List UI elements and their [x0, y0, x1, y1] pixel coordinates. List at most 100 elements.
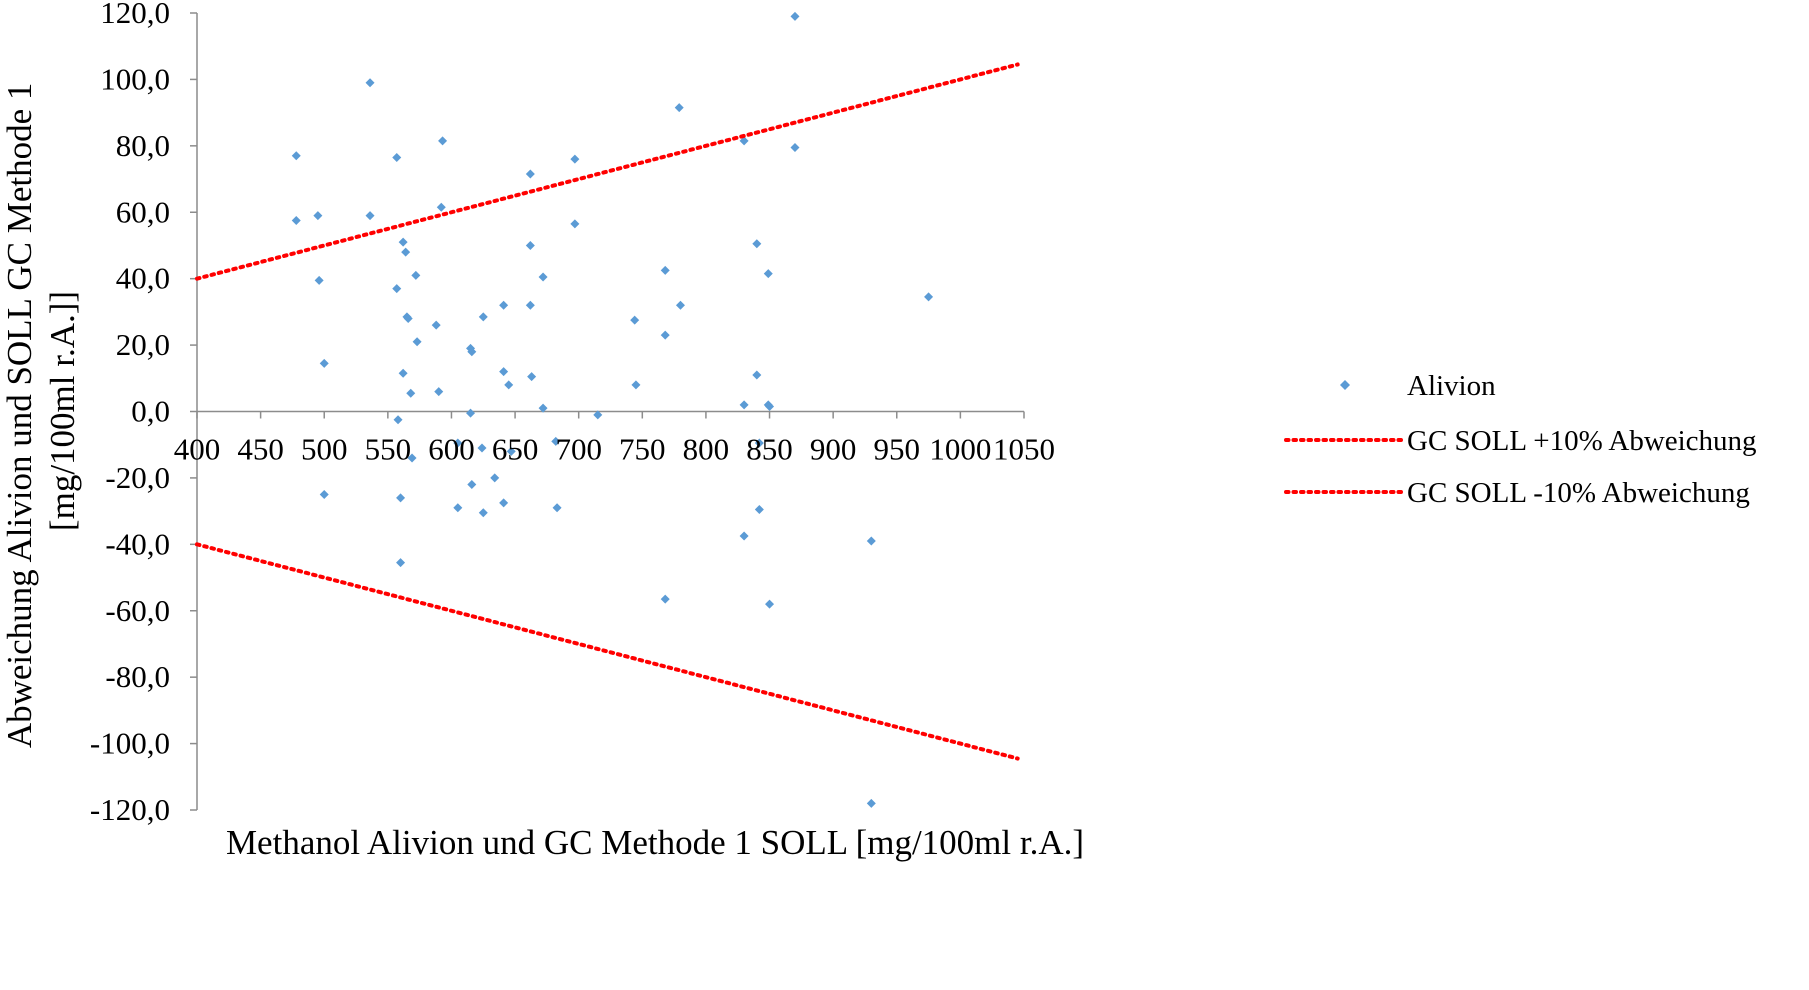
- data-point: [314, 275, 324, 285]
- data-point: [403, 314, 413, 324]
- data-point: [924, 292, 934, 302]
- data-point: [466, 408, 476, 418]
- x-tick-label: 1050: [993, 432, 1055, 467]
- data-point: [763, 269, 773, 279]
- y-axis-title: Abweichung Alivion und SOLL GC Methode 1…: [0, 74, 82, 748]
- x-axis-title: Methanol Alivion und GC Methode 1 SOLL […: [226, 823, 1084, 862]
- data-point: [467, 347, 477, 357]
- data-point: [570, 154, 580, 164]
- data-point: [790, 142, 800, 152]
- data-point: [504, 380, 514, 390]
- data-point: [631, 380, 641, 390]
- data-point: [752, 370, 762, 380]
- x-tick-label: 1000: [929, 432, 991, 467]
- data-point: [438, 136, 448, 146]
- x-tick-label: 700: [555, 432, 602, 467]
- data-point: [436, 202, 446, 212]
- data-point: [593, 410, 603, 420]
- data-point: [398, 237, 408, 247]
- data-point: [754, 438, 764, 448]
- legend-swatch-diamond: [1340, 380, 1350, 390]
- x-tick-label: 800: [683, 432, 730, 467]
- data-point: [412, 337, 422, 347]
- data-point: [754, 504, 764, 514]
- data-point: [660, 265, 670, 275]
- data-point: [411, 270, 421, 280]
- x-tick-label: 450: [237, 432, 284, 467]
- series-layer: [195, 11, 1020, 808]
- data-point: [525, 300, 535, 310]
- x-tick-label: 550: [365, 432, 412, 467]
- data-point: [365, 211, 375, 221]
- data-point: [453, 438, 463, 448]
- data-point: [291, 216, 301, 226]
- data-point: [765, 599, 775, 609]
- data-point: [407, 453, 417, 463]
- data-point: [499, 498, 509, 508]
- y-tick-label: -60,0: [105, 593, 170, 628]
- y-tick-label: -20,0: [105, 460, 170, 495]
- x-tick-label: 850: [746, 432, 793, 467]
- data-point: [499, 367, 509, 377]
- x-tick-label: 400: [174, 432, 221, 467]
- y-tick-label: 120,0: [100, 0, 170, 30]
- data-point: [396, 558, 406, 568]
- data-point: [866, 798, 876, 808]
- series-line-1: [195, 62, 1020, 281]
- data-point: [319, 358, 329, 368]
- data-point: [319, 490, 329, 500]
- data-point: [660, 330, 670, 340]
- data-point: [866, 536, 876, 546]
- data-point: [392, 152, 402, 162]
- data-point: [478, 508, 488, 518]
- data-point: [570, 219, 580, 229]
- data-point: [551, 436, 561, 446]
- data-point: [401, 247, 411, 257]
- legend-label: GC SOLL +10% Abweichung: [1407, 425, 1757, 457]
- y-tick-label: 60,0: [116, 194, 170, 229]
- data-point: [499, 300, 509, 310]
- data-point: [467, 480, 477, 490]
- tick-labels: 120,0 100,0 80,0 60,0 40,0 20,0 0,0 -20,0 -40,0 -…: [90, 0, 1055, 827]
- y-tick-label: 40,0: [116, 261, 170, 296]
- data-point: [453, 503, 463, 513]
- data-point: [525, 240, 535, 250]
- data-point: [431, 320, 441, 330]
- data-point: [739, 400, 749, 410]
- data-point: [752, 239, 762, 249]
- legend-label: GC SOLL -10% Abweichung: [1407, 477, 1750, 509]
- data-point: [398, 368, 408, 378]
- x-tick-label: 900: [810, 432, 857, 467]
- data-point: [790, 11, 800, 21]
- data-point: [525, 169, 535, 179]
- y-tick-label: 100,0: [100, 61, 170, 96]
- data-point: [313, 211, 323, 221]
- data-point: [765, 402, 775, 412]
- data-point: [552, 503, 562, 513]
- data-point: [490, 473, 500, 483]
- y-tick-label: -40,0: [105, 526, 170, 561]
- data-point: [538, 272, 548, 282]
- data-point: [477, 443, 487, 453]
- data-point: [434, 387, 444, 397]
- y-tick-label: -120,0: [90, 792, 170, 827]
- x-tick-label: 750: [619, 432, 666, 467]
- y-axis-title-line-2: [mg/100ml r.A.]]: [43, 291, 82, 531]
- data-point: [506, 446, 516, 456]
- y-tick-label: -100,0: [90, 726, 170, 761]
- data-point: [674, 103, 684, 113]
- legend: Alivion GC SOLL +10% Abweichung GC SOLL -1…: [1284, 370, 1757, 509]
- data-point: [675, 300, 685, 310]
- x-tick-label: 950: [874, 432, 921, 467]
- x-tick-label: 600: [428, 432, 475, 467]
- legend-label: Alivion: [1407, 370, 1496, 402]
- y-tick-label: 20,0: [116, 327, 170, 362]
- y-axis-title-line-1: Abweichung Alivion und SOLL GC Methode 1: [0, 83, 39, 749]
- x-tick-label: 650: [492, 432, 539, 467]
- x-tick-label: 500: [301, 432, 348, 467]
- data-point: [527, 372, 537, 382]
- data-point: [393, 415, 403, 425]
- data-point: [538, 403, 548, 413]
- data-point: [630, 315, 640, 325]
